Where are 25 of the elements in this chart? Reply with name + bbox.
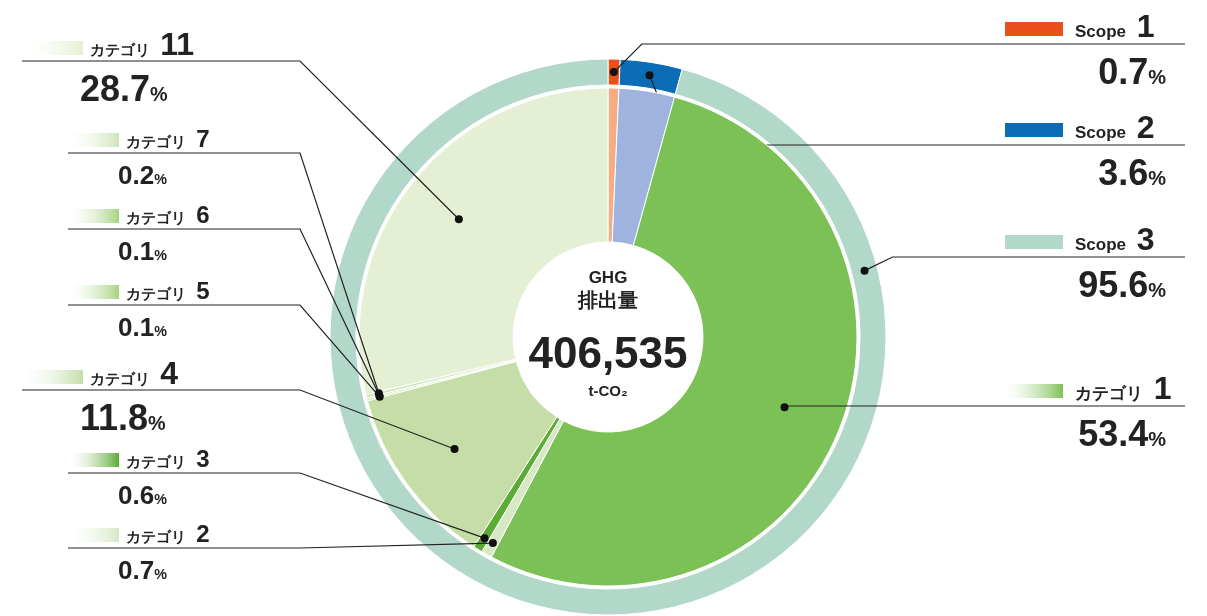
legend-label: カテゴリ 5 [126, 277, 210, 304]
data-label: 0.2% [118, 160, 168, 190]
legend-label: カテゴリ 6 [126, 201, 210, 228]
data-label: 53.4% [1078, 413, 1167, 454]
data-label: 0.1% [118, 312, 168, 342]
data-label: 11.8% [80, 397, 167, 438]
data-label: 28.7% [80, 68, 169, 109]
text: GHG 排出量 [577, 268, 638, 311]
data-label: 0.7% [1098, 51, 1167, 92]
legend-label: Scope 3 [1075, 221, 1155, 257]
data-label: 0.6% [118, 480, 168, 510]
legend-label: カテゴリ 11 [90, 26, 194, 62]
legend-label: Scope 2 [1075, 109, 1155, 145]
data-label: 0.1% [118, 236, 168, 266]
data-label: 95.6% [1078, 264, 1167, 305]
legend-label: カテゴリ 7 [126, 125, 210, 152]
legend-label: カテゴリ 3 [126, 445, 210, 472]
text: 406,535 [528, 328, 688, 377]
legend-label: カテゴリ 4 [90, 355, 179, 391]
legend-label: カテゴリ 2 [126, 520, 210, 547]
legend-label: Scope 1 [1075, 8, 1155, 44]
data-label: 3.6% [1098, 152, 1167, 193]
legend-label: カテゴリ 1 [1075, 370, 1172, 406]
text: t-CO₂ [588, 382, 628, 399]
data-label: 0.7% [118, 555, 168, 585]
